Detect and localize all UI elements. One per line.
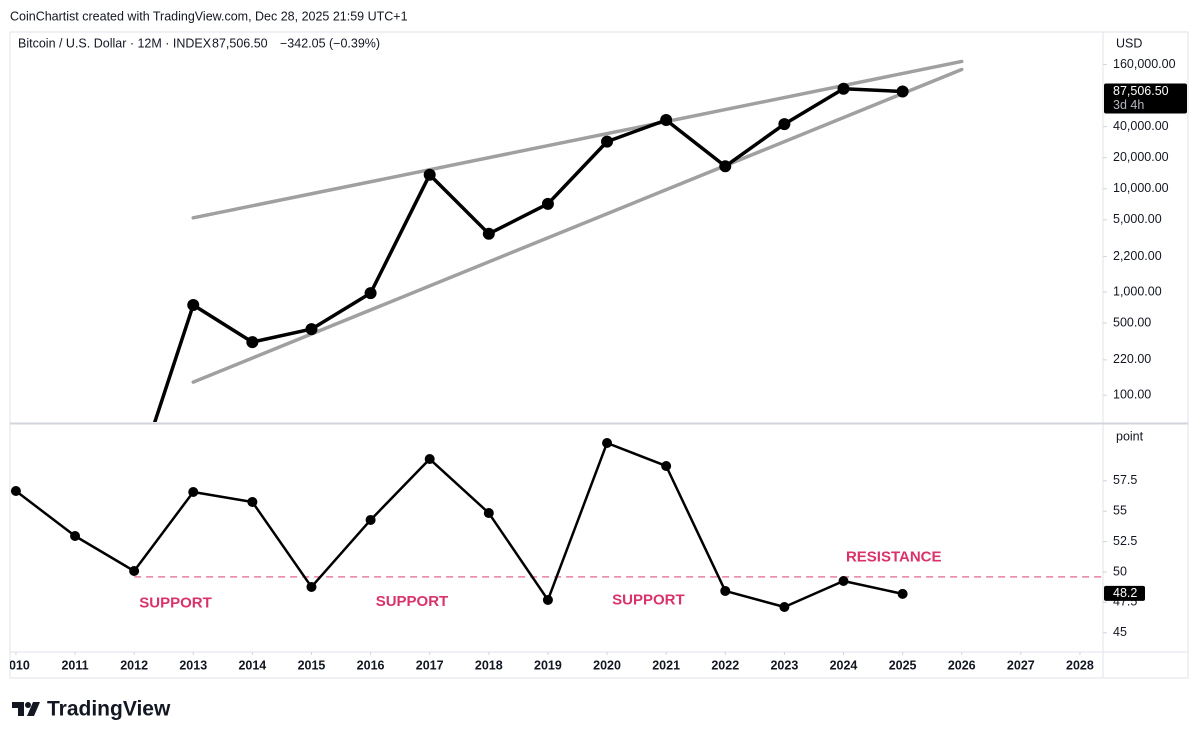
y-tick-label: 50 [1113,564,1127,578]
plot: USD 100.00 220.00 500.00 1,000.00 2,200.00 5,0… [2,36,1187,672]
data-point [602,437,613,448]
x-tick-label: 2026 [948,658,976,672]
logo-mark [27,702,40,716]
y-tick-label: 5,000.00 [1113,212,1162,226]
x-tick-label: 2015 [298,658,326,672]
logo: TradingView [12,698,171,721]
data-point [483,508,494,519]
x-tick-label: 2014 [238,658,266,672]
data-point [129,566,140,577]
x-tick-label: 2018 [475,658,503,672]
axis-unit: USD [1116,36,1142,50]
data-point [542,594,553,605]
y-tick-label: 45 [1113,625,1127,639]
data-point [719,160,732,173]
data-point [896,85,909,98]
data-point [246,336,259,349]
data-point [247,496,258,507]
last-value-label: 48.2 [1113,586,1137,600]
data-point [661,460,672,471]
y-tick-label: 100.00 [1113,387,1151,401]
y-tick-label: 10,000.00 [1113,181,1169,195]
data-point [305,323,318,336]
x-tick-label: 2022 [711,658,739,672]
data-point [187,298,200,311]
frame [9,31,1189,679]
x-tick-label: 2012 [120,658,148,672]
data-point [897,588,908,599]
last-value-box [1104,585,1145,601]
y-tick-label: 2,200.00 [1113,249,1162,263]
y-tick-label: 55 [1113,504,1127,518]
y-tick-label: 57.5 [1113,473,1137,487]
annotation: SUPPORT [139,595,212,612]
data-point [423,168,436,181]
data-point [364,287,377,300]
trendline [191,67,964,384]
data-point [660,114,673,127]
logo-mark [12,702,24,716]
data-point [306,581,317,592]
y-tick-label: 20,000.00 [1113,150,1169,164]
trendline [191,59,964,220]
y-tick-label: 1,000.00 [1113,284,1162,298]
data-point [424,454,435,465]
data-point [601,135,614,148]
data-point [541,197,554,210]
x-tick-label: 2010 [2,658,30,672]
logo-mark [25,702,31,708]
pane [10,437,1103,613]
y-tick-label: 40,000.00 [1113,119,1169,133]
x-tick-label: 2024 [830,658,858,672]
data-point [70,531,81,542]
data-point [10,486,21,497]
data-point [779,602,790,613]
last-value-box [1104,83,1187,114]
y-tick-label: 220.00 [1113,352,1151,366]
pane [152,59,964,422]
annotation: RESISTANCE [846,548,942,565]
data-point [365,514,376,525]
y-tick-label: 500.00 [1113,315,1151,329]
x-tick-label: 2020 [593,658,621,672]
x-tick-label: 2023 [770,658,798,672]
x-tick-label: 2025 [889,658,917,672]
symbol: Bitcoin / U.S. Dollar · 12M · INDEX [18,36,212,50]
time-axis: 2010 2011 2012 2013 2014 2015 2016 2017 2018 2019… [2,652,1094,672]
x-tick-label: 2017 [416,658,444,672]
data-point [838,575,849,586]
x-tick-label: 2019 [534,658,562,672]
data-point [720,585,731,596]
x-tick-label: 2028 [1066,658,1094,672]
data-point [778,118,791,131]
series-line [152,87,903,422]
countdown: 3d 4h [1113,98,1144,112]
y-tick-label: 160,000.00 [1113,57,1176,71]
last-value-label: 87,506.50 [1113,84,1169,98]
data-point [837,82,850,95]
x-tick-label: 2013 [179,658,207,672]
change: −342.05 (−0.39%) [280,36,380,50]
x-tick-label: 2021 [652,658,680,672]
x-tick-label: 2016 [357,658,385,672]
y-tick-label: 52.5 [1113,534,1137,548]
x-tick-label: 2011 [61,658,88,672]
data-point [482,227,495,240]
credit: CoinChartist created with TradingView.co… [10,9,408,23]
annotation: SUPPORT [376,593,449,610]
annotation: SUPPORT [612,592,685,609]
data-point [188,486,199,497]
axis-unit: point [1116,429,1144,443]
price: 87,506.50 [212,36,268,50]
brand: TradingView [47,698,171,721]
x-tick-label: 2027 [1007,658,1035,672]
series-line [15,441,903,609]
